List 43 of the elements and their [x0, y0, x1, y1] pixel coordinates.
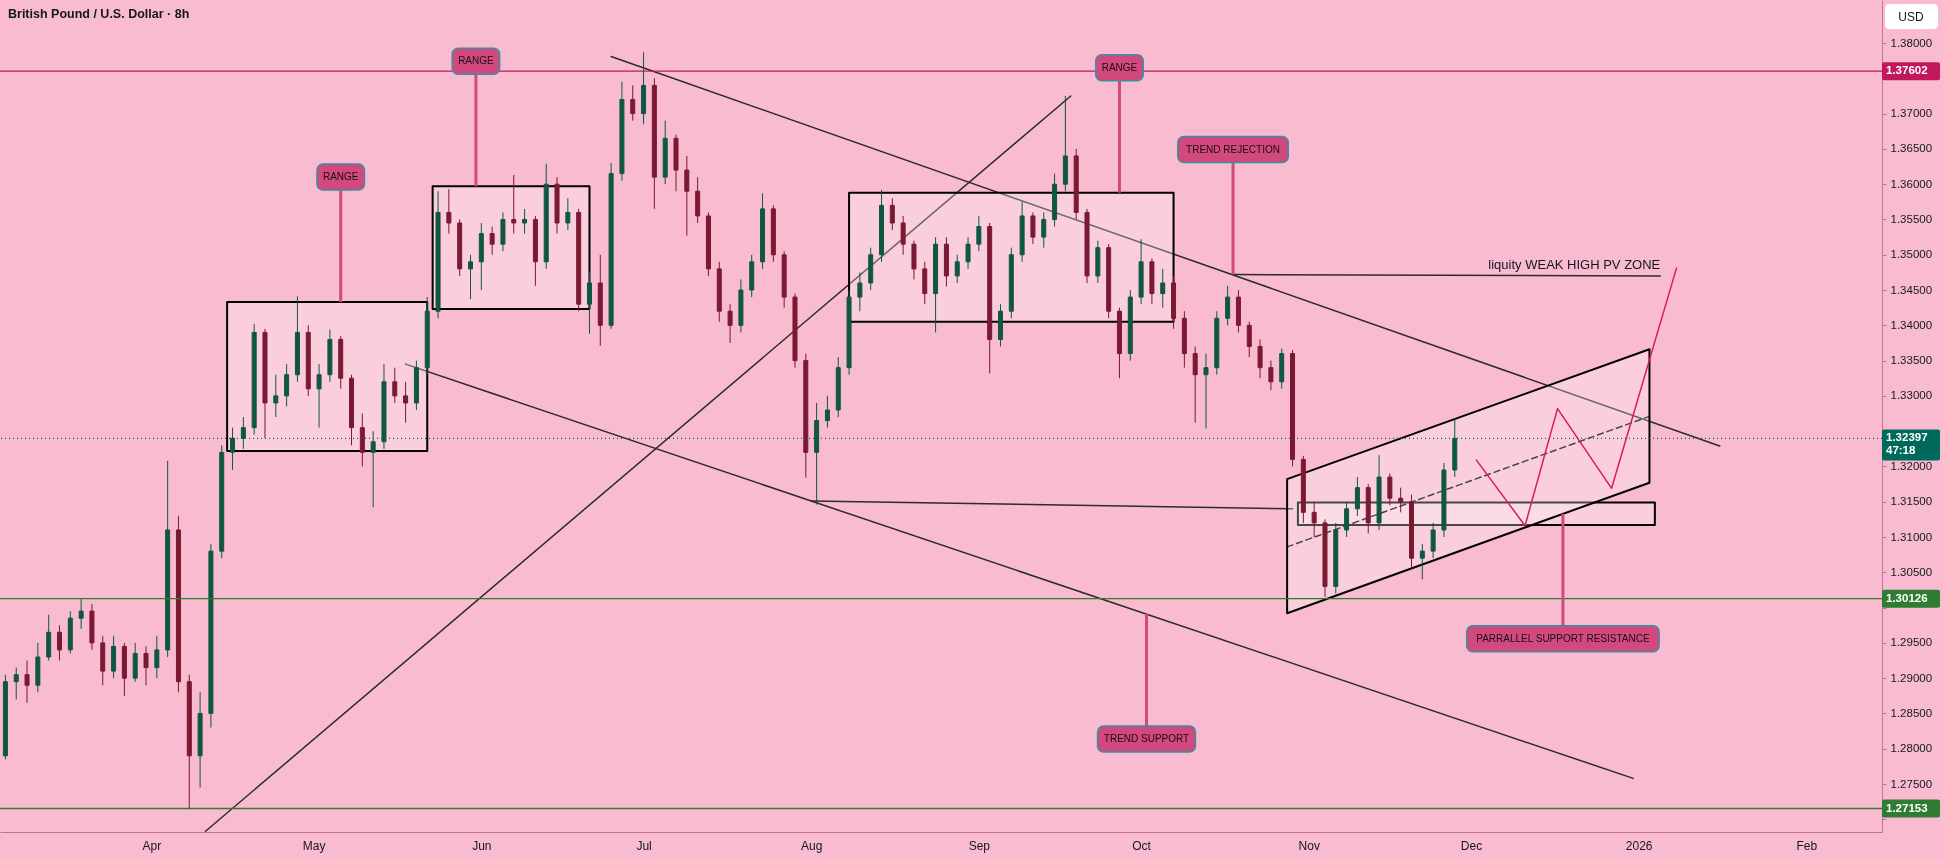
- x-tick-label: 2026: [1625, 838, 1653, 853]
- y-tick-label: 1.36500: [1890, 142, 1933, 155]
- annotation: PARRALLEL SUPPORT RESISTANCE: [1476, 632, 1650, 644]
- y-tick-label: 1.38000: [1890, 36, 1933, 49]
- x-tick-label: Sep: [968, 838, 991, 853]
- annotation: RANGE: [458, 55, 495, 67]
- annotation: TREND SUPPORT: [1103, 732, 1190, 744]
- text: British Pound / U.S. Dollar · 8h: [8, 7, 190, 21]
- y-tick-label: 1.29500: [1890, 636, 1933, 649]
- y-tick-label: 1.31000: [1890, 530, 1933, 543]
- ref-line-label: 1.27153: [1886, 801, 1928, 814]
- x-tick-label: Nov: [1298, 838, 1320, 853]
- ref-line-label: 1.30126: [1886, 591, 1928, 604]
- y-tick-label: 1.30500: [1890, 565, 1933, 578]
- annotation: TREND REJECTION: [1186, 143, 1280, 155]
- y-tick-label: 1.27500: [1890, 777, 1933, 790]
- y-tick-label: 1.36000: [1890, 177, 1933, 190]
- y-tick-label: 1.31500: [1890, 495, 1933, 508]
- x-tick-label: Feb: [1796, 838, 1818, 853]
- y-tick-label: 1.28500: [1890, 706, 1933, 719]
- y-tick-label: 1.35500: [1890, 212, 1933, 225]
- y-tick-label: 1.34000: [1890, 318, 1933, 331]
- x-tick-label: Jun: [472, 838, 492, 853]
- y-tick-label: 1.28000: [1890, 742, 1933, 755]
- annotation: RANGE: [1101, 61, 1138, 73]
- y-tick-label: 1.35000: [1890, 248, 1933, 261]
- y-axis-title: USD: [1898, 10, 1924, 24]
- x-tick-label: Aug: [801, 838, 823, 853]
- y-tick-label: 1.32000: [1890, 459, 1933, 472]
- x-tick-label: Oct: [1132, 838, 1152, 853]
- ref-line-label: 1.37602: [1886, 64, 1928, 77]
- y-tick-label: 1.33500: [1890, 354, 1933, 367]
- y-tick-label: 1.33000: [1890, 389, 1933, 402]
- ref-line-label: 1.32397 47:18: [1886, 431, 1928, 457]
- x-tick-label: May: [302, 838, 326, 853]
- y-tick-label: 1.29000: [1890, 671, 1933, 684]
- series-label: liquity WEAK HIGH PV ZONE: [1488, 256, 1661, 272]
- x-tick-label: Apr: [142, 838, 162, 853]
- y-tick-label: 1.34500: [1890, 283, 1933, 296]
- y-tick-label: 1.37000: [1890, 107, 1933, 120]
- x-tick-label: Jul: [636, 838, 652, 853]
- annotation: RANGE: [322, 171, 359, 183]
- x-tick-label: Dec: [1460, 838, 1483, 853]
